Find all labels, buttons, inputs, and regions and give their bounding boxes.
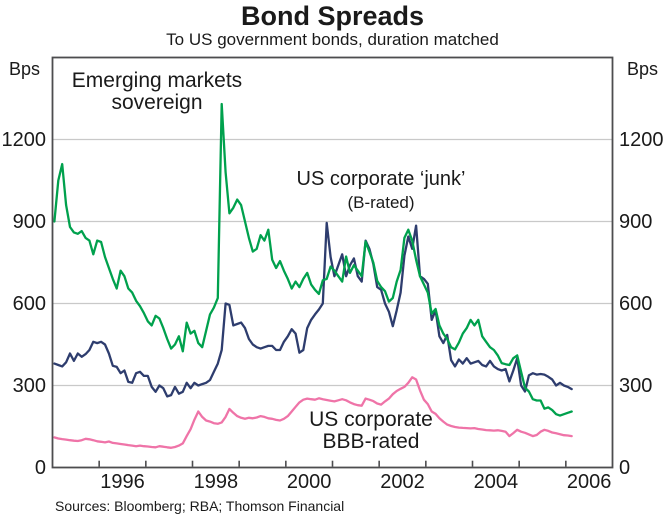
series-label-line: (B-rated) xyxy=(347,193,415,212)
series-line-emerging-markets-sovereign xyxy=(53,102,573,417)
y-tick-label-left-300: 300 xyxy=(12,374,46,397)
chart-title: Bond Spreads xyxy=(240,1,425,31)
plot-border xyxy=(51,56,614,469)
x-tick-label-1996: 1996 xyxy=(100,471,145,493)
y-tick-label-right-900: 900 xyxy=(619,210,653,233)
series-label-us-corporate-junk: US corporate ‘junk’ (B-rated) xyxy=(281,168,481,214)
x-tick-label-2004: 2004 xyxy=(473,471,519,493)
y-tick-label-left-1200: 1200 xyxy=(1,128,47,151)
series-label-line: US corporate ‘junk’ xyxy=(296,168,466,190)
series-label-line: sovereign xyxy=(111,91,203,114)
series-label-emerging-markets: Emerging markets sovereign xyxy=(57,70,257,114)
source-note: Sources: Bloomberg; RBA; Thomson Financi… xyxy=(55,498,345,514)
x-tick-label-2002: 2002 xyxy=(380,471,425,493)
series-label-line: Emerging markets xyxy=(71,69,243,92)
y-tick-label-left-0: 0 xyxy=(34,456,46,479)
series-label-line: BBB-rated xyxy=(322,430,420,453)
y-tick-label-left-600: 600 xyxy=(12,292,46,315)
y-axis-unit-left: Bps xyxy=(9,59,41,79)
y-tick-label-right-1200: 1200 xyxy=(619,128,664,151)
y-tick-label-right-300: 300 xyxy=(619,374,653,397)
y-tick-label-right-0: 0 xyxy=(619,456,631,479)
series-label-line: US corporate xyxy=(309,408,433,431)
y-tick-label-left-900: 900 xyxy=(12,210,46,233)
series-line-us-corporate-junk-b-rated- xyxy=(53,221,573,398)
x-tick-label-2000: 2000 xyxy=(286,471,332,493)
y-tick-label-right-600: 600 xyxy=(619,292,653,315)
x-tick-label-2006: 2006 xyxy=(566,471,612,493)
chart-subtitle: To US government bonds, duration matched xyxy=(166,30,499,49)
series-label-us-corporate-bbb: US corporate BBB-rated xyxy=(271,409,471,453)
y-axis-unit-right: Bps xyxy=(627,59,659,79)
x-tick-label-1998: 1998 xyxy=(193,471,239,493)
series-line-us-corporate-bbb-rated xyxy=(53,376,573,449)
